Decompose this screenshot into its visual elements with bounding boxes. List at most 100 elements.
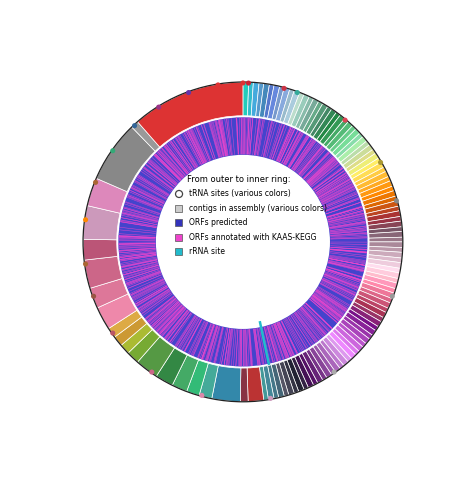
- Circle shape: [91, 294, 96, 299]
- Wedge shape: [356, 294, 388, 312]
- Bar: [175, 205, 182, 212]
- Wedge shape: [313, 109, 337, 139]
- Circle shape: [216, 82, 220, 88]
- Wedge shape: [137, 82, 243, 147]
- Wedge shape: [263, 365, 274, 399]
- Circle shape: [83, 262, 88, 267]
- Wedge shape: [267, 365, 279, 399]
- Wedge shape: [291, 94, 310, 127]
- Circle shape: [282, 86, 287, 91]
- Wedge shape: [280, 89, 294, 123]
- Wedge shape: [118, 117, 367, 366]
- Wedge shape: [84, 256, 122, 288]
- Circle shape: [156, 104, 161, 110]
- Wedge shape: [332, 129, 360, 156]
- Wedge shape: [295, 97, 314, 129]
- Circle shape: [240, 80, 246, 86]
- Wedge shape: [350, 158, 381, 179]
- Text: ORFs annotated with KAAS-KEGG: ORFs annotated with KAAS-KEGG: [189, 233, 316, 241]
- Wedge shape: [358, 176, 391, 194]
- Wedge shape: [348, 153, 379, 176]
- Wedge shape: [264, 84, 274, 118]
- Circle shape: [343, 118, 347, 123]
- Wedge shape: [199, 363, 219, 399]
- Wedge shape: [367, 211, 401, 222]
- Circle shape: [295, 90, 300, 95]
- Wedge shape: [366, 266, 400, 279]
- Wedge shape: [343, 316, 373, 339]
- Wedge shape: [121, 323, 152, 353]
- Circle shape: [378, 160, 383, 165]
- Wedge shape: [132, 122, 160, 151]
- Wedge shape: [82, 81, 403, 402]
- Wedge shape: [128, 330, 160, 362]
- Bar: [175, 219, 182, 226]
- Wedge shape: [367, 217, 401, 226]
- Wedge shape: [251, 82, 259, 116]
- Wedge shape: [341, 141, 370, 165]
- Circle shape: [149, 369, 155, 375]
- Wedge shape: [354, 298, 386, 318]
- Wedge shape: [172, 355, 199, 391]
- Wedge shape: [335, 133, 363, 159]
- Wedge shape: [340, 319, 370, 343]
- Wedge shape: [283, 360, 299, 393]
- Wedge shape: [346, 149, 376, 172]
- Text: tRNA sites (various colors): tRNA sites (various colors): [189, 190, 291, 198]
- Circle shape: [390, 294, 395, 299]
- Wedge shape: [275, 363, 289, 396]
- Wedge shape: [306, 349, 327, 380]
- Wedge shape: [348, 309, 378, 331]
- Wedge shape: [366, 206, 400, 217]
- Wedge shape: [299, 354, 318, 385]
- Wedge shape: [358, 290, 391, 308]
- Wedge shape: [368, 221, 402, 230]
- Wedge shape: [240, 368, 248, 401]
- Wedge shape: [156, 348, 187, 385]
- Wedge shape: [109, 310, 142, 337]
- Wedge shape: [83, 240, 118, 260]
- Bar: [175, 248, 182, 255]
- Circle shape: [110, 331, 115, 336]
- Wedge shape: [369, 231, 402, 238]
- Wedge shape: [338, 322, 366, 347]
- Wedge shape: [368, 227, 402, 234]
- Wedge shape: [247, 367, 264, 401]
- Wedge shape: [96, 127, 155, 192]
- Wedge shape: [359, 287, 392, 303]
- Circle shape: [110, 148, 115, 153]
- Text: rRNA site: rRNA site: [189, 247, 225, 256]
- Text: From outer to inner ring:: From outer to inner ring:: [187, 175, 291, 184]
- Wedge shape: [310, 106, 332, 137]
- Wedge shape: [283, 91, 300, 124]
- Wedge shape: [291, 357, 309, 389]
- Wedge shape: [363, 279, 396, 293]
- Wedge shape: [313, 345, 336, 375]
- Circle shape: [199, 393, 204, 398]
- Wedge shape: [350, 305, 381, 327]
- Wedge shape: [368, 255, 402, 263]
- Wedge shape: [271, 364, 284, 398]
- Wedge shape: [326, 334, 352, 362]
- Bar: [175, 234, 182, 240]
- Wedge shape: [329, 331, 356, 359]
- Wedge shape: [352, 162, 384, 183]
- Wedge shape: [367, 263, 401, 273]
- Wedge shape: [352, 302, 383, 322]
- Wedge shape: [356, 171, 389, 190]
- Text: contigs in assembly (various colors): contigs in assembly (various colors): [189, 204, 327, 213]
- Circle shape: [246, 80, 251, 86]
- Circle shape: [186, 90, 191, 95]
- Wedge shape: [303, 101, 323, 133]
- Wedge shape: [90, 278, 128, 308]
- Wedge shape: [302, 351, 323, 383]
- Wedge shape: [364, 274, 397, 289]
- Wedge shape: [335, 325, 363, 352]
- Wedge shape: [316, 342, 340, 372]
- Circle shape: [268, 396, 273, 401]
- Circle shape: [83, 217, 88, 222]
- Wedge shape: [369, 246, 402, 252]
- Wedge shape: [243, 82, 249, 116]
- Wedge shape: [115, 317, 147, 345]
- Wedge shape: [332, 329, 359, 355]
